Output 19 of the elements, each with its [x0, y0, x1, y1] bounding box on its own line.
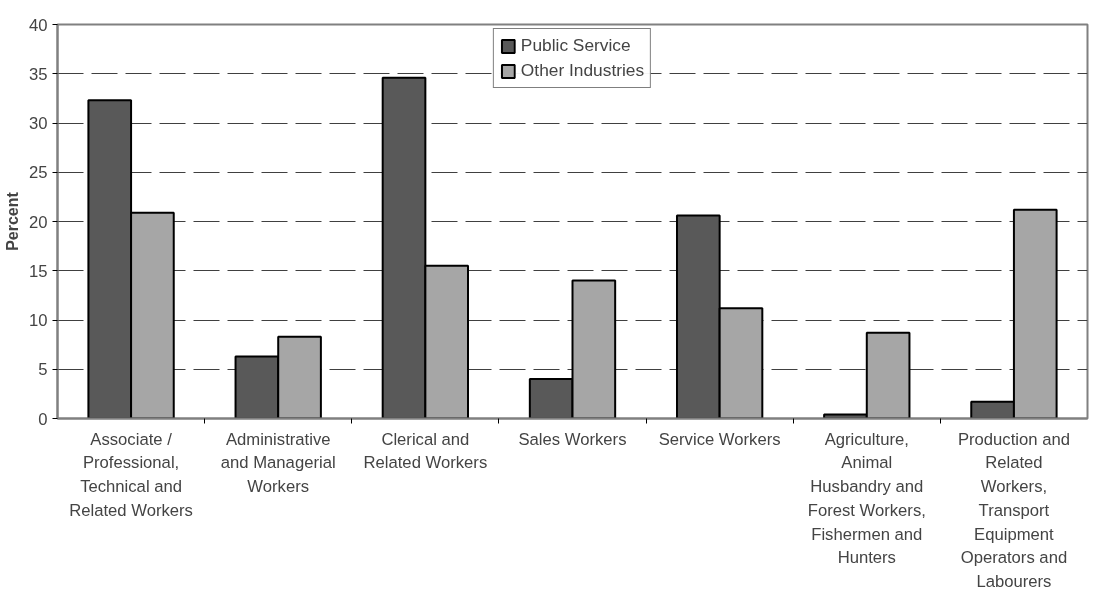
x-tick-label: Service Workers — [658, 429, 781, 449]
x-tick-label: Production and Related Workers, Transport Equipment Operators and Labourers — [957, 429, 1070, 591]
x-tick-label: Agriculture, Animal Husbandry and Forest Workers, Fishermen and Hunters — [807, 429, 926, 568]
legend-label: Other Industries — [520, 60, 645, 81]
y-tick-label: 0 — [38, 409, 48, 429]
y-tick-label: 40 — [28, 15, 48, 35]
y-tick-label: 10 — [28, 311, 48, 330]
y-tick-label: 5 — [38, 360, 48, 380]
x-tick-label: Administrative and Managerial Workers — [220, 429, 336, 496]
y-tick-label: 30 — [28, 114, 48, 133]
x-tick-label: Sales Workers — [518, 429, 627, 449]
y-tick-label: 25 — [28, 163, 48, 183]
y-axis-title: Percent — [3, 191, 21, 251]
x-tick-label: Associate / Professional, Technical and Related Workers — [69, 429, 193, 520]
y-tick-label: 15 — [28, 261, 48, 281]
x-tick-label: Clerical and Related Workers — [363, 429, 488, 473]
y-tick-label: 35 — [28, 64, 48, 84]
y-tick-label: 20 — [28, 212, 48, 232]
legend-label: Public Service — [520, 35, 631, 56]
